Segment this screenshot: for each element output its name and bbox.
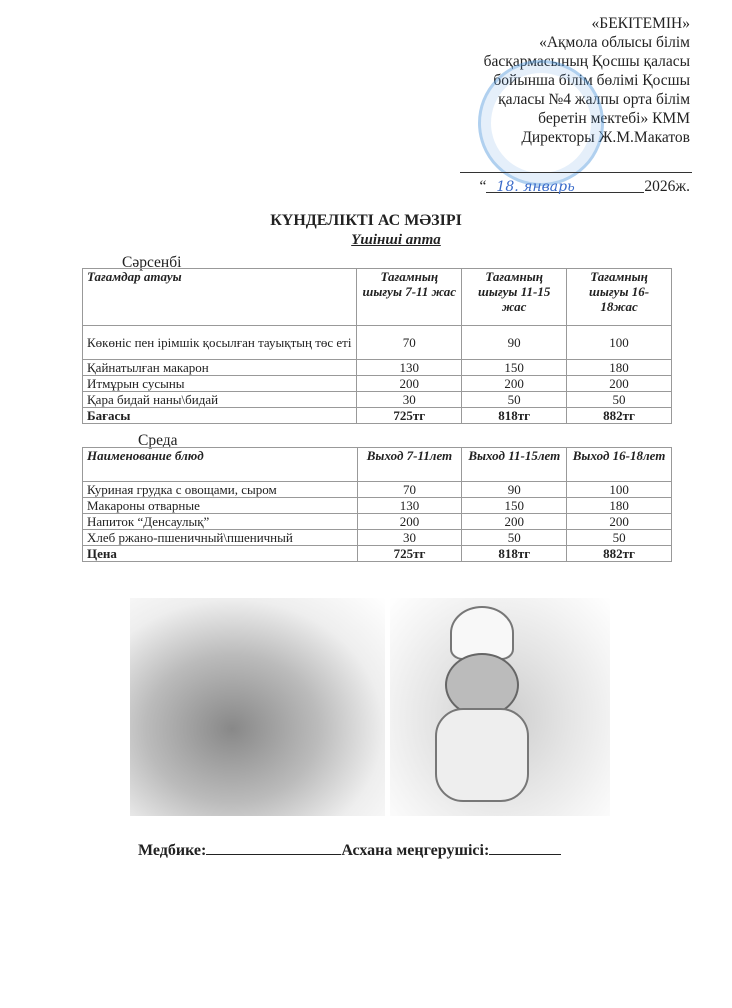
nurse-label: Медбике: <box>138 842 207 859</box>
chef-image <box>390 598 610 816</box>
header-cell: Тағамның шығуы 16-18жас <box>566 268 672 326</box>
table-row: Көкөніс пен ірімшік қосылған тауықтың тө… <box>81 325 672 360</box>
menu-table-kz: Тағамдар атауы Тағамның шығуы 7-11 жас Т… <box>81 268 672 424</box>
table-row: Қайнатылған макарон 130 150 180 <box>81 359 672 376</box>
handwritten-date: 18. январь <box>486 179 645 195</box>
header-cell: Выход 11-15лет <box>461 447 568 482</box>
chef-face <box>445 653 519 717</box>
header-cell: Наименование блюд <box>82 447 358 482</box>
header-cell: Выход 16-18лет <box>566 447 672 482</box>
signature-line <box>460 172 692 173</box>
table-row: Куриная грудка с овощами, сыром 70 90 100 <box>82 481 672 498</box>
chef-hat <box>450 606 514 660</box>
table-row: Макароны отварные 130 150 180 <box>82 497 672 514</box>
stamp-seal <box>478 60 604 186</box>
header-cell: Тағамның шығуы 11-15 жас <box>461 268 568 326</box>
chef-body <box>435 708 529 802</box>
canteen-signature-line <box>489 840 562 855</box>
total-row: Бағасы 725тг 818тг 882тг <box>81 407 672 424</box>
canteen-label: Асхана меңгерушісі: <box>341 842 490 859</box>
page-subtitle: Үшінші апта <box>351 232 441 248</box>
illustrations <box>130 598 610 816</box>
header-cell: Тағамдар атауы <box>81 268 358 326</box>
table-row: Итмұрын сусыны 200 200 200 <box>81 375 672 392</box>
menu-table-ru: Наименование блюд Выход 7-11лет Выход 11… <box>82 447 672 562</box>
table-row: Напиток “Денсаулық” 200 200 200 <box>82 513 672 530</box>
table-row: Хлеб ржано-пшеничный\пшеничный 30 50 50 <box>82 529 672 546</box>
page-title: КҮНДЕЛІКТІ АС МӘЗІРІ <box>270 212 462 229</box>
day-label-kz: Сәрсенбі <box>122 254 182 271</box>
table-row: Қара бидай наны\бидай 30 50 50 <box>81 391 672 408</box>
header-cell: Выход 7-11лет <box>356 447 463 482</box>
approval-line: «Ақмола облысы білім <box>539 34 690 51</box>
signatures-footer: Медбике: Асхана меңгерушісі: <box>138 840 562 860</box>
total-row: Цена 725тг 818тг 882тг <box>82 545 672 562</box>
food-image <box>130 598 385 816</box>
approval-line: «БЕКІТЕМІН» <box>591 15 690 32</box>
day-label-ru: Среда <box>138 432 178 449</box>
nurse-signature-line <box>206 840 342 855</box>
approval-date: “18. январь 2026ж. <box>479 178 690 195</box>
header-cell: Тағамның шығуы 7-11 жас <box>356 268 463 326</box>
